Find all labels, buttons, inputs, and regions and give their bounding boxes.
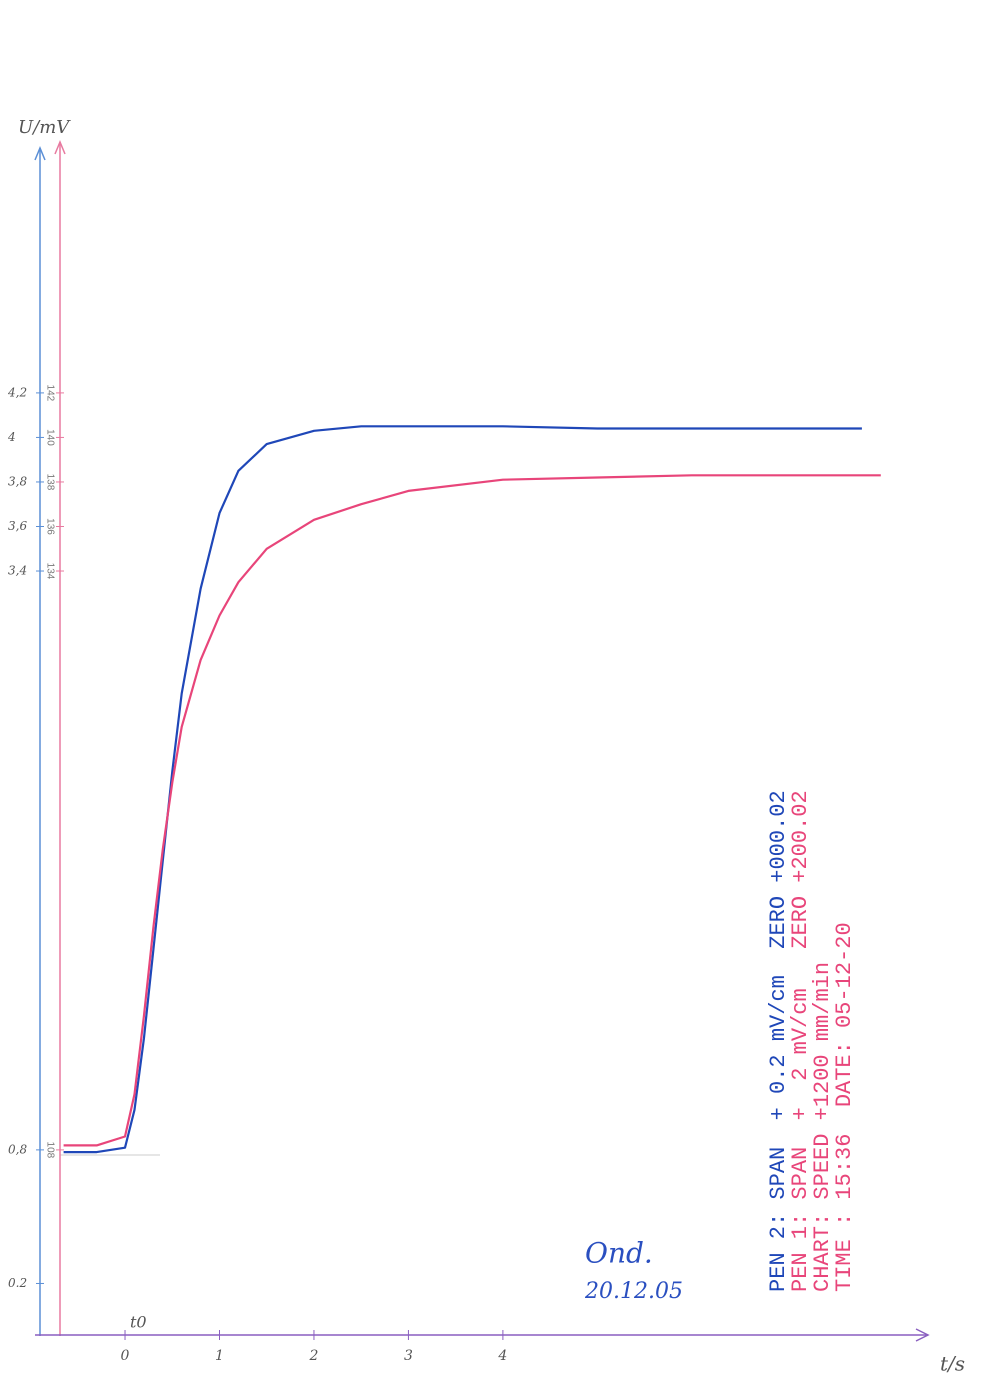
y2-tick-label: 140 (44, 429, 55, 446)
y-tick-label: 0,8 (8, 1142, 27, 1156)
x-axis-arrow (915, 1328, 930, 1342)
printout-line: TIME : 15:36 DATE: 05-12-20 (832, 922, 857, 1292)
y-axis-arrow (34, 146, 46, 161)
t0-label: t0 (130, 1313, 147, 1332)
y2-tick-label: 108 (44, 1142, 55, 1159)
y-tick-label: 4,2 (7, 385, 27, 399)
signature-date: 20.12.05 (584, 1279, 683, 1304)
series-line (63, 425, 862, 1154)
printout-line: CHART: SPEED +1200 mm/min (810, 962, 835, 1292)
y-tick-label: 3,6 (8, 519, 27, 533)
y2-tick-label: 134 (44, 563, 55, 580)
x-tick-label: 2 (308, 1348, 318, 1364)
y-tick-label: 3,4 (8, 564, 27, 578)
y-axis-label: U/mV (18, 117, 71, 138)
y2-tick-label: 136 (44, 518, 55, 535)
printout-line: PEN 2: SPAN + 0.2 mV/cm ZERO +000.02 (766, 790, 791, 1292)
y2-tick-label: 138 (44, 474, 55, 491)
series-line (63, 474, 881, 1147)
x-tick-label: 3 (404, 1348, 413, 1364)
x-axis-label: t/s (940, 1352, 965, 1376)
printout-line: PEN 1: SPAN + 2 mV/cm ZERO +200.02 (788, 790, 813, 1292)
y2-tick-label: 142 (44, 385, 55, 402)
signature: Ond. (585, 1237, 653, 1270)
x-tick-label: 1 (215, 1348, 224, 1364)
y2-axis-arrow (54, 140, 66, 155)
y-tick-label: 3,8 (8, 474, 27, 488)
x-tick-label: 0 (121, 1348, 130, 1364)
y-tick-label: 0.2 (8, 1276, 27, 1290)
printout: PEN 2: SPAN + 0.2 mV/cm ZERO +000.02 PEN… (766, 790, 857, 1292)
y-tick-label: 4 (7, 430, 16, 444)
x-tick-label: 4 (497, 1348, 507, 1364)
